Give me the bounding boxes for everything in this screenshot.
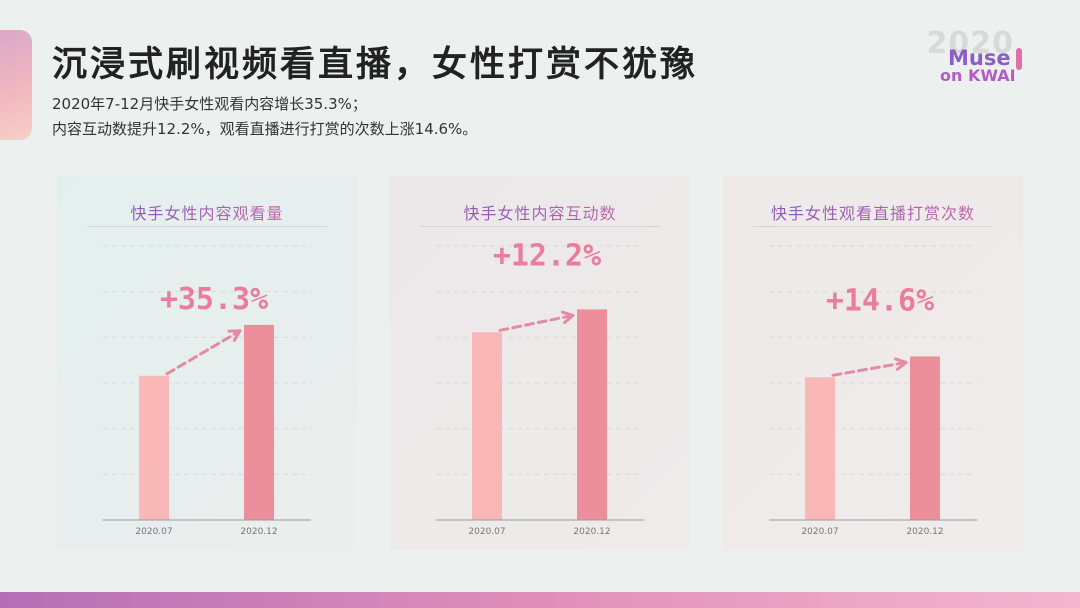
brand-year: 2020 — [926, 26, 1014, 61]
growth-label: +12.2% — [493, 238, 601, 273]
title-divider — [420, 226, 660, 227]
x-tick-label: 2020.07 — [801, 527, 838, 537]
page-title: 沉浸式刷视频看直播，女性打赏不犹豫 — [52, 45, 699, 85]
brand-figure-icon — [1016, 48, 1022, 70]
title-divider — [87, 226, 327, 227]
growth-arrow-line — [498, 313, 575, 332]
chart-title: 快手女性内容观看量 — [130, 204, 284, 223]
brand-name-line1: Muse — [948, 46, 1011, 70]
bar-2020.12 — [244, 324, 274, 520]
growth-label: +14.6% — [826, 283, 934, 318]
x-tick-label: 2020.07 — [468, 527, 505, 537]
growth-arrow-line — [831, 360, 908, 377]
brand-logo: 2020 Muse on KWAI — [926, 26, 1050, 90]
chart-card-3: 快手女性观看直播打赏次数 2020.07 2020.12 +14.6% — [723, 176, 1023, 550]
growth-arrow-head — [894, 357, 908, 371]
bottom-gradient-bar — [0, 592, 1080, 608]
bar-2020.07 — [805, 377, 835, 520]
chart-title: 快手女性内容互动数 — [463, 204, 617, 223]
bar-2020.12 — [910, 356, 940, 520]
bar-2020.07 — [139, 375, 169, 520]
chart-title: 快手女性观看直播打赏次数 — [770, 204, 975, 223]
subtitle-line-1: 2020年7-12月快手女性观看内容增长35.3%； — [52, 95, 367, 113]
chart-card-1: 快手女性内容观看量 2020.07 2020.12 +35.3% — [57, 176, 357, 550]
bar-chart-svg: 2020.07 2020.12 +35.3% — [103, 245, 311, 537]
growth-label: +35.3% — [160, 282, 268, 317]
growth-arrow-line — [165, 329, 242, 376]
x-tick-label: 2020.12 — [240, 527, 277, 537]
growth-arrow-head — [227, 329, 242, 342]
x-tick-label: 2020.12 — [573, 527, 610, 537]
x-tick-label: 2020.12 — [906, 527, 943, 537]
bar-chart-svg: 2020.07 2020.12 +14.6% — [769, 245, 977, 537]
subtitle-line-2: 内容互动数提升12.2%，观看直播进行打赏的次数上涨14.6%。 — [52, 120, 478, 138]
bar-2020.12 — [577, 309, 607, 520]
bar-2020.07 — [472, 332, 502, 520]
x-tick-label: 2020.07 — [135, 527, 172, 537]
title-divider — [753, 226, 993, 227]
chart-card-2: 快手女性内容互动数 2020.07 2020.12 +12.2% — [390, 176, 690, 550]
accent-tab — [0, 30, 32, 140]
growth-arrow-head — [560, 310, 575, 325]
bar-chart-svg: 2020.07 2020.12 +12.2% — [436, 238, 644, 537]
brand-name-line2: on KWAI — [940, 66, 1016, 85]
